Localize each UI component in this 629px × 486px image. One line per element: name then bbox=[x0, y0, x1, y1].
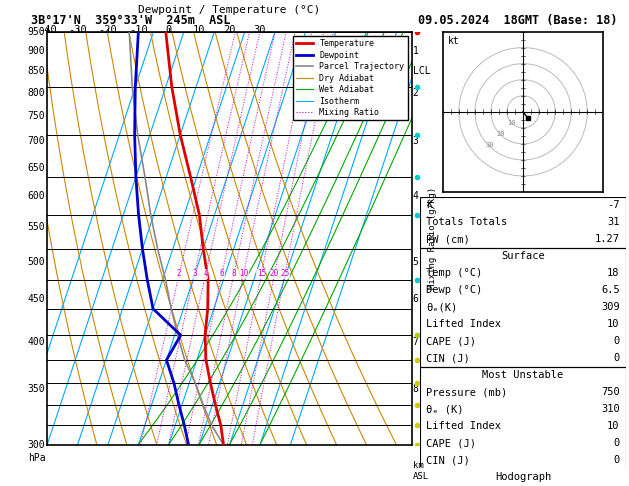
Text: 0: 0 bbox=[165, 25, 172, 35]
Text: 310: 310 bbox=[601, 404, 620, 414]
Text: Surface: Surface bbox=[501, 251, 545, 261]
Text: 550: 550 bbox=[28, 223, 45, 232]
Text: K: K bbox=[426, 200, 433, 210]
Text: 0: 0 bbox=[613, 353, 620, 363]
Bar bbox=[420, 248, 626, 367]
Text: 750: 750 bbox=[601, 387, 620, 397]
Text: 8: 8 bbox=[413, 384, 419, 395]
Text: LCL: LCL bbox=[413, 67, 430, 76]
Text: θₑ(K): θₑ(K) bbox=[426, 302, 457, 312]
Text: 10: 10 bbox=[508, 120, 516, 126]
Text: km
ASL: km ASL bbox=[413, 461, 429, 481]
Text: -20: -20 bbox=[99, 25, 118, 35]
Text: 15: 15 bbox=[257, 269, 266, 278]
Text: 4: 4 bbox=[203, 269, 208, 278]
Text: CAPE (J): CAPE (J) bbox=[426, 438, 476, 448]
Text: 0: 0 bbox=[613, 455, 620, 465]
Text: θₑ (K): θₑ (K) bbox=[426, 404, 464, 414]
Text: 1: 1 bbox=[413, 46, 419, 56]
Text: 6: 6 bbox=[413, 295, 419, 304]
Text: 09.05.2024  18GMT (Base: 18): 09.05.2024 18GMT (Base: 18) bbox=[418, 14, 618, 27]
Text: 309: 309 bbox=[601, 302, 620, 312]
Text: Lifted Index: Lifted Index bbox=[426, 421, 501, 431]
Bar bbox=[420, 469, 626, 486]
Text: CIN (J): CIN (J) bbox=[426, 353, 470, 363]
Text: 900: 900 bbox=[28, 46, 45, 56]
Text: 25: 25 bbox=[281, 269, 289, 278]
Text: 950: 950 bbox=[28, 27, 45, 36]
Text: Dewpoint / Temperature (°C): Dewpoint / Temperature (°C) bbox=[138, 5, 321, 15]
Text: 10: 10 bbox=[239, 269, 248, 278]
Text: 20: 20 bbox=[496, 131, 505, 137]
Text: 450: 450 bbox=[28, 295, 45, 304]
Text: 300: 300 bbox=[28, 440, 45, 450]
Text: 10: 10 bbox=[193, 25, 206, 35]
Text: 400: 400 bbox=[28, 337, 45, 347]
Text: 20: 20 bbox=[223, 25, 236, 35]
Text: -30: -30 bbox=[68, 25, 87, 35]
Text: 30: 30 bbox=[253, 25, 266, 35]
Text: 0: 0 bbox=[613, 336, 620, 346]
Text: Most Unstable: Most Unstable bbox=[482, 370, 564, 380]
Text: -7: -7 bbox=[607, 200, 620, 210]
Text: 5: 5 bbox=[413, 257, 419, 267]
Text: 10: 10 bbox=[607, 421, 620, 431]
Text: 10: 10 bbox=[607, 319, 620, 330]
Text: 500: 500 bbox=[28, 257, 45, 267]
Text: 2: 2 bbox=[177, 269, 182, 278]
Text: 6.5: 6.5 bbox=[601, 285, 620, 295]
Text: Temp (°C): Temp (°C) bbox=[426, 268, 482, 278]
Text: 8: 8 bbox=[231, 269, 237, 278]
Bar bbox=[420, 367, 626, 469]
Text: PW (cm): PW (cm) bbox=[426, 234, 470, 244]
Text: Mixing Ratio (g/kg): Mixing Ratio (g/kg) bbox=[428, 187, 437, 289]
Text: -40: -40 bbox=[38, 25, 57, 35]
Text: 31: 31 bbox=[607, 217, 620, 227]
Text: 850: 850 bbox=[28, 67, 45, 76]
Text: CIN (J): CIN (J) bbox=[426, 455, 470, 465]
Text: 700: 700 bbox=[28, 136, 45, 146]
Text: 30: 30 bbox=[485, 142, 494, 148]
Text: Lifted Index: Lifted Index bbox=[426, 319, 501, 330]
Text: -10: -10 bbox=[129, 25, 148, 35]
Text: Pressure (mb): Pressure (mb) bbox=[426, 387, 508, 397]
Text: Dewp (°C): Dewp (°C) bbox=[426, 285, 482, 295]
Text: 3B°17'N  359°33'W  245m  ASL: 3B°17'N 359°33'W 245m ASL bbox=[31, 14, 231, 27]
Text: hPa: hPa bbox=[28, 453, 45, 463]
Text: 6: 6 bbox=[220, 269, 225, 278]
Text: Hodograph: Hodograph bbox=[495, 472, 551, 482]
Text: 3: 3 bbox=[192, 269, 197, 278]
Text: 4: 4 bbox=[413, 191, 419, 201]
Text: 2: 2 bbox=[413, 88, 419, 98]
Text: 3: 3 bbox=[413, 136, 419, 146]
Text: kt: kt bbox=[448, 36, 459, 46]
Text: 350: 350 bbox=[28, 384, 45, 395]
Legend: Temperature, Dewpoint, Parcel Trajectory, Dry Adiabat, Wet Adiabat, Isotherm, Mi: Temperature, Dewpoint, Parcel Trajectory… bbox=[293, 36, 408, 121]
Text: 20: 20 bbox=[270, 269, 279, 278]
Text: CAPE (J): CAPE (J) bbox=[426, 336, 476, 346]
Text: 650: 650 bbox=[28, 163, 45, 173]
Text: 0: 0 bbox=[613, 438, 620, 448]
Text: 7: 7 bbox=[413, 337, 419, 347]
Bar bbox=[420, 197, 626, 248]
Text: Totals Totals: Totals Totals bbox=[426, 217, 508, 227]
Text: 750: 750 bbox=[28, 111, 45, 122]
Text: 600: 600 bbox=[28, 191, 45, 201]
Text: 1.27: 1.27 bbox=[594, 234, 620, 244]
Text: 800: 800 bbox=[28, 88, 45, 98]
Text: 18: 18 bbox=[607, 268, 620, 278]
